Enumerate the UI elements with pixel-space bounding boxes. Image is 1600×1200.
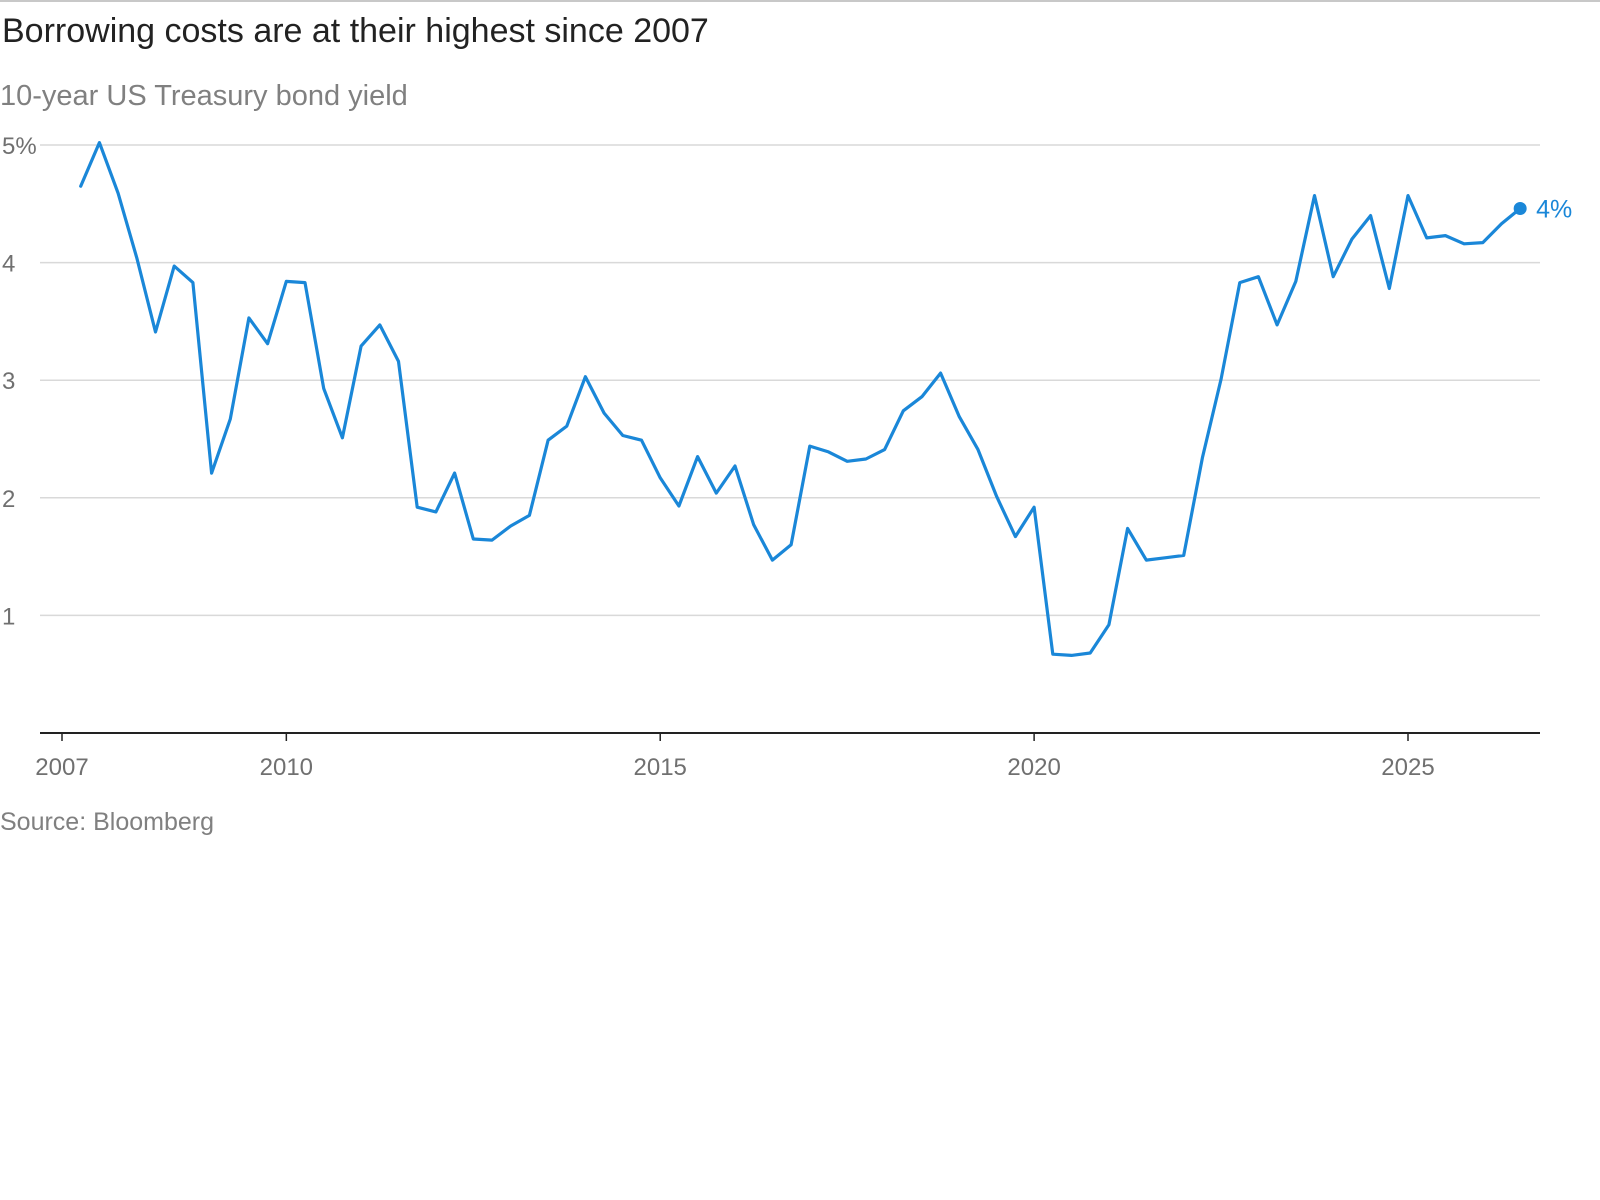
x-tick-label: 2010 [260,754,313,781]
y-tick-label: 4 [2,251,15,278]
source-note: Source: Bloomberg [0,808,215,836]
x-tick-label: 2025 [1381,754,1434,781]
x-tick-label: 2015 [634,754,687,781]
y-tick-label: 2 [2,486,15,513]
chart-subtitle: 10-year US Treasury bond yield [0,80,408,112]
x-tick-label: 2020 [1007,754,1060,781]
end-value-label: 4% [1536,196,1572,224]
end-point-marker [1513,202,1527,216]
x-tick-label: 2007 [35,754,88,781]
yield-line [79,141,1522,658]
y-tick-label: 3 [2,368,15,395]
y-tick-label: 5% [2,133,37,160]
top-rule [0,0,1600,2]
chart-title: Borrowing costs are at their highest sin… [2,12,709,50]
y-tick-label: 1 [2,603,15,630]
